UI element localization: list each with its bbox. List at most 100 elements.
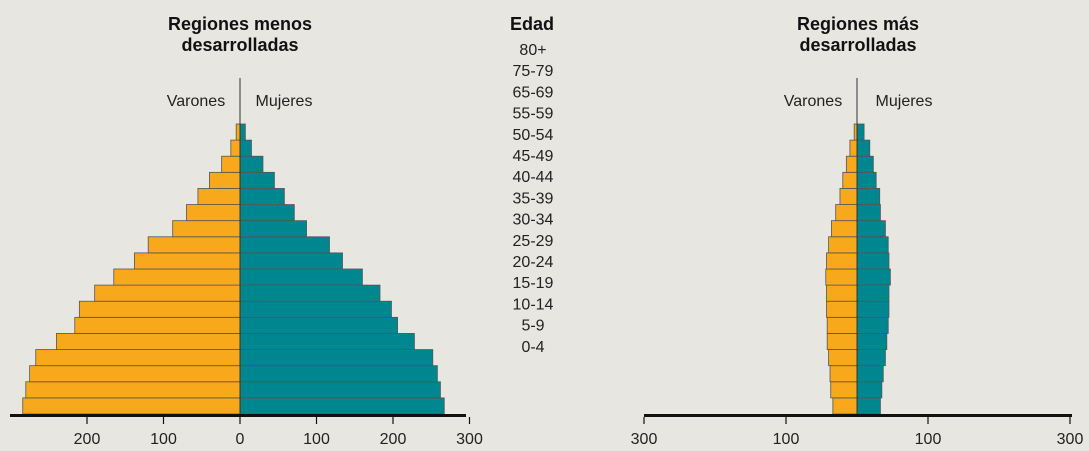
bar-female-0-10 [239,236,330,254]
bar-female-0-13 [239,188,285,205]
age-header: Edad [509,14,554,34]
bar-female-1-0 [856,397,881,415]
bar-male-0-1 [25,381,241,399]
x-tick-label-1-2: 100 [915,431,942,448]
bar-male-0-7 [94,284,241,302]
bar-male-1-12 [835,204,858,222]
age-label-8: 30-34 [513,212,554,229]
bar-male-1-16 [849,139,858,157]
bar-male-0-0 [22,397,241,415]
age-label-7: 35-39 [513,190,554,207]
bar-male-0-3 [35,349,241,367]
age-label-9: 25-29 [513,233,554,250]
bar-female-1-6 [856,300,890,318]
label-varones-0: Varones [167,93,225,110]
bar-female-1-17 [856,123,865,141]
bar-female-0-3 [239,349,434,367]
bar-male-0-5 [74,316,241,334]
bar-female-1-2 [856,365,884,383]
bar-male-1-15 [845,155,858,173]
bar-female-1-9 [856,252,890,270]
bar-male-0-2 [29,365,241,383]
bar-female-0-11 [239,220,307,238]
bar-female-0-0 [239,397,445,415]
bar-female-0-7 [239,284,381,302]
bar-male-0-6 [78,300,241,318]
bar-female-0-14 [239,171,275,189]
bar-female-0-2 [239,365,438,383]
bar-female-1-16 [856,139,871,157]
bar-male-1-5 [826,316,858,334]
bar-male-0-17 [235,123,241,141]
bar-male-1-3 [828,349,858,367]
bar-male-1-10 [828,236,858,254]
bar-female-0-15 [239,155,264,173]
bar-female-0-1 [239,381,441,399]
bar-female-1-3 [856,349,886,367]
bar-male-0-15 [221,155,241,173]
bar-male-1-6 [826,300,858,318]
bar-female-0-9 [239,252,343,270]
bar-female-1-5 [856,316,889,334]
age-label-2: 65-69 [513,84,554,101]
bar-female-0-17 [239,123,246,141]
x-tick-label-0-5: 300 [456,431,483,448]
label-varones-1: Varones [784,93,842,110]
age-label-6: 40-44 [513,169,554,186]
bar-male-0-14 [208,171,241,189]
bar-female-0-4 [239,333,415,350]
age-label-5: 45-49 [513,148,554,165]
x-tick-label-0-3: 100 [303,431,330,448]
bar-male-0-10 [147,236,241,254]
bar-female-1-8 [856,268,891,286]
x-tick-label-0-0: 200 [74,431,101,448]
x-tick-label-1-3: 300 [1057,431,1084,448]
age-label-14: 0-4 [521,339,544,356]
age-label-0: 80+ [519,42,546,59]
bar-male-0-8 [113,268,241,286]
bar-male-0-4 [56,333,241,350]
x-tick-label-0-2: 0 [236,431,245,448]
bar-male-0-9 [134,252,241,270]
bar-female-1-13 [856,188,881,205]
label-mujeres-1: Mujeres [876,93,933,110]
bar-male-1-0 [832,397,858,415]
age-label-11: 15-19 [513,275,554,292]
bar-male-1-13 [839,188,858,205]
bar-male-1-4 [826,333,858,350]
bar-male-0-16 [230,139,241,157]
x-tick-label-0-1: 100 [150,431,177,448]
bar-female-1-15 [856,155,874,173]
age-label-3: 55-59 [513,106,554,123]
bar-female-1-1 [856,381,883,399]
bar-male-0-11 [172,220,241,238]
age-label-4: 50-54 [513,127,554,144]
left-chart-title: Regiones menos desarrolladas [167,14,313,55]
bar-female-1-11 [856,220,886,238]
bar-female-1-10 [856,236,889,254]
bar-female-0-12 [239,204,295,222]
bar-female-1-12 [856,204,881,222]
bar-male-1-11 [831,220,858,238]
bar-female-1-4 [856,333,888,350]
bar-male-1-9 [826,252,858,270]
x-tick-label-1-1: 100 [773,431,800,448]
bar-female-0-8 [239,268,363,286]
bar-male-1-2 [829,365,858,383]
bar-female-1-7 [856,284,890,302]
age-label-1: 75-79 [513,63,554,80]
age-label-13: 5-9 [521,318,544,335]
bar-female-1-14 [856,171,877,189]
bar-male-1-1 [830,381,858,399]
age-label-12: 10-14 [513,296,554,313]
bar-female-0-16 [239,139,252,157]
bar-male-1-14 [842,171,858,189]
label-mujeres-0: Mujeres [256,93,313,110]
bar-female-0-6 [239,300,392,318]
x-tick-label-1-0: 300 [631,431,658,448]
x-tick-label-0-4: 200 [380,431,407,448]
bar-male-0-13 [197,188,241,205]
bar-male-0-12 [186,204,241,222]
